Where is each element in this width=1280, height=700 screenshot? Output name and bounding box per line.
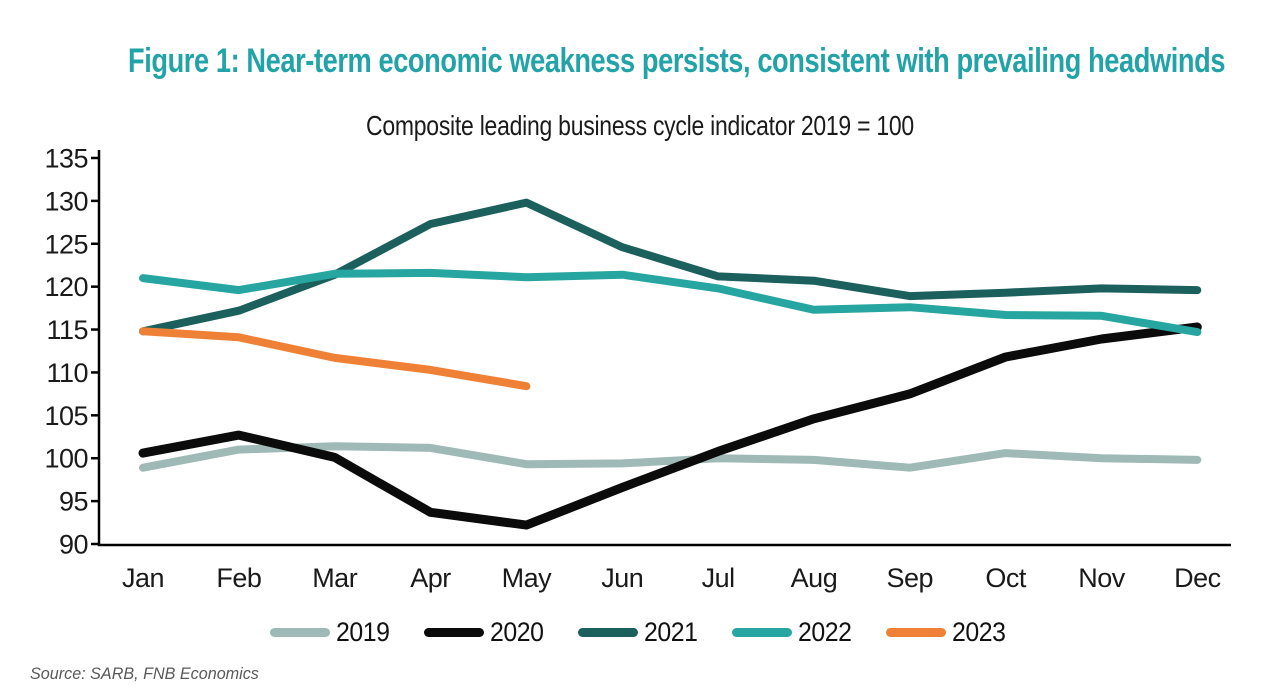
y-axis-tick-label: 130 [44, 186, 88, 216]
legend-item-2022: 2022 [732, 617, 856, 648]
legend-item-2023: 2023 [886, 617, 1010, 648]
y-axis-tick-label: 100 [44, 444, 88, 474]
y-axis-tick-label: 125 [44, 229, 88, 259]
series-line-2019 [139, 442, 1202, 472]
axis-labels: 90 95 100 105 110 115 120 125 130 135 Jan Feb Mar Apr… [44, 143, 1221, 593]
x-axis-tick-label-mar: Mar [312, 563, 358, 593]
source-note: Source: SARB, FNB Economics [30, 664, 259, 683]
legend-item-2021: 2021 [577, 617, 702, 648]
y-axis-tick-label: 135 [44, 143, 88, 173]
legend-label: 2021 [643, 617, 698, 647]
x-axis-tick-label-jun: Jun [601, 563, 643, 593]
legend-label: 2020 [489, 617, 544, 647]
x-axis-tick-label-apr: Apr [410, 563, 451, 593]
series-line-2022 [139, 268, 1202, 337]
legend-label: 2022 [798, 617, 852, 647]
legend-swatch-2022 [732, 628, 793, 637]
x-axis-tick-label-nov: Nov [1078, 563, 1126, 593]
x-axis-tick-label-dec: Dec [1174, 563, 1221, 593]
legend-swatch-2021 [577, 628, 638, 637]
series-line-2021 [139, 198, 1202, 336]
series-line-2023 [139, 327, 531, 391]
x-axis-tick-label-feb: Feb [216, 563, 261, 593]
x-axis-tick-label-jul: Jul [702, 563, 735, 593]
legend-swatch-2023 [886, 628, 947, 637]
legend-item-2020: 2020 [423, 617, 548, 648]
axes [91, 150, 1231, 547]
y-axis-tick-label: 115 [46, 315, 88, 345]
x-axis-tick-label-jan: Jan [122, 563, 164, 593]
legend-item-2019: 2019 [269, 617, 394, 648]
chart-title: Composite leading business cycle indicat… [366, 110, 914, 141]
x-axis-tick-label-sep: Sep [887, 563, 934, 593]
y-axis-tick-label: 120 [44, 272, 88, 302]
y-axis-tick-label: 105 [44, 401, 88, 431]
figure-title: Figure 1: Near-term economic weakness pe… [128, 42, 1226, 80]
legend-swatch-2019 [269, 628, 330, 637]
x-axis-tick-label-may: May [502, 563, 553, 593]
y-axis-tick-label: 110 [46, 358, 88, 388]
series-lines [138, 198, 1202, 530]
series-line-2020 [138, 322, 1202, 530]
y-axis-tick-label: 90 [59, 530, 88, 560]
y-axis-tick-label: 95 [59, 487, 88, 517]
legend-label: 2019 [335, 617, 390, 647]
x-axis-tick-label-oct: Oct [985, 563, 1027, 593]
chart-legend: 2019 2020 2021 2022 2023 [0, 617, 1280, 648]
x-axis-tick-label-aug: Aug [791, 563, 838, 593]
legend-swatch-2020 [423, 628, 484, 637]
legend-label: 2023 [952, 617, 1006, 647]
